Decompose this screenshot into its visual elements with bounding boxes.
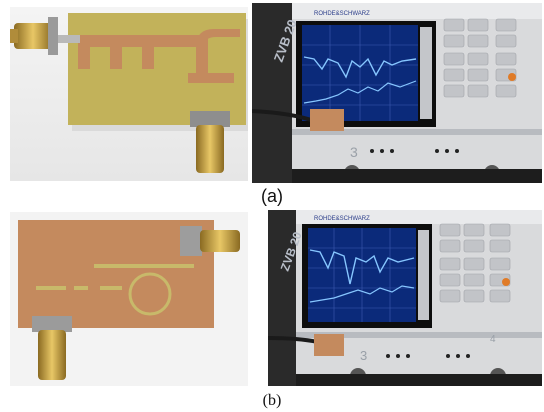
sma-connector-right <box>180 226 240 256</box>
dut-on-cable <box>310 109 344 131</box>
s-parameter-trace-b2 <box>309 285 415 303</box>
sma-connector-left <box>10 17 58 55</box>
s-parameter-trace <box>303 56 417 79</box>
sma-connector-bottom <box>190 111 230 173</box>
s-parameter-trace-2 <box>303 80 417 104</box>
vna-port-number-3: 3 <box>350 144 358 160</box>
vna-port-number-4-b: 4 <box>490 334 496 345</box>
vna-brand-label-b: ROHDE&SCHWARZ <box>314 216 370 222</box>
vna-port-number-3-b: 3 <box>360 348 367 363</box>
circular-slot <box>128 272 172 316</box>
slot-pattern <box>36 264 194 290</box>
dut-on-cable-b <box>314 334 344 356</box>
photo-b-vna-measurement: ROHDE&SCHWARZ ZVB 20 3 4 <box>268 210 542 386</box>
photo-a-antenna-pcb <box>10 7 248 181</box>
photo-a-vna-measurement: ROHDE&SCHWARZ ZVB 20 <box>252 3 542 183</box>
copper-antenna-pattern <box>78 29 240 83</box>
photo-b-antenna-pcb <box>10 212 248 386</box>
caption-b: (b) <box>262 392 282 409</box>
caption-a: (a) <box>261 186 283 206</box>
s-parameter-trace-b <box>309 249 415 285</box>
sma-connector-bottom-left <box>32 316 72 380</box>
vna-brand-label: ROHDE&SCHWARZ <box>314 11 370 17</box>
